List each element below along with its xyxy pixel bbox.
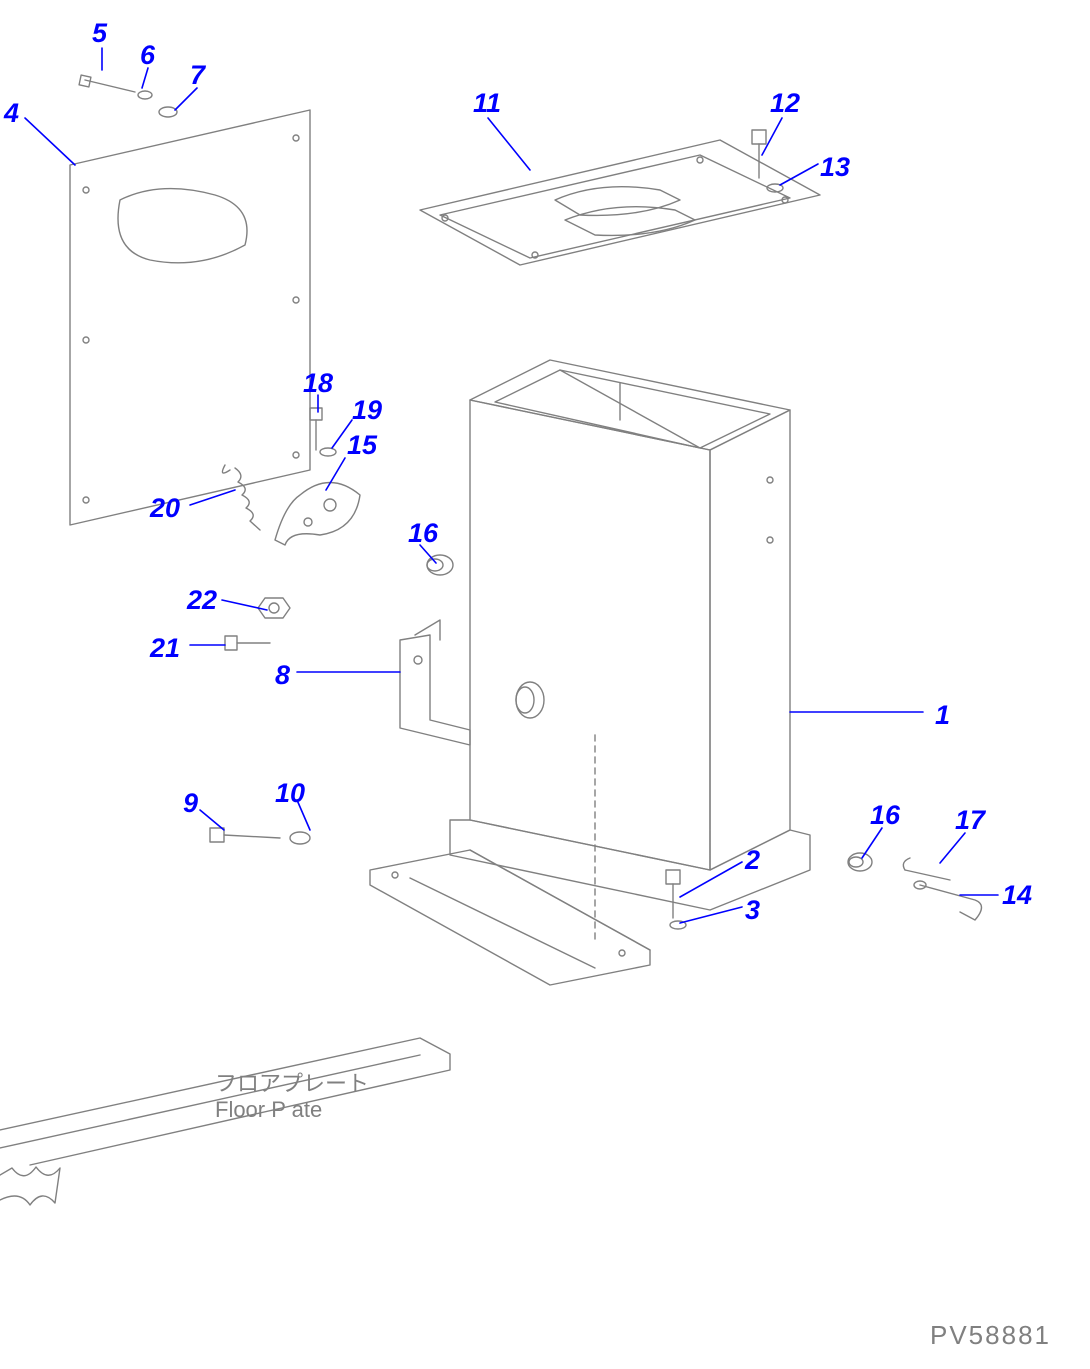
part-22-nut	[258, 598, 290, 618]
part-5-6-7-bolt	[79, 75, 177, 117]
callout-20: 20	[150, 493, 180, 524]
callout-12: 12	[770, 88, 800, 119]
callout-21: 21	[150, 633, 180, 664]
callout-19: 19	[352, 395, 382, 426]
part-18-19-bolt	[310, 408, 336, 456]
callout-8: 8	[275, 660, 290, 691]
callout-4: 4	[4, 98, 19, 129]
part-2-3-bolt	[666, 870, 686, 929]
callout-15: 15	[347, 430, 377, 461]
floor-plate-label-en: Floor P ate	[215, 1097, 369, 1123]
part-20-spring	[222, 465, 260, 530]
part-4-cover	[70, 110, 310, 525]
callout-7: 7	[190, 60, 205, 91]
part-15-cam	[275, 483, 360, 546]
callout-10: 10	[275, 778, 305, 809]
callout-16: 16	[408, 518, 438, 549]
part-1-box	[450, 360, 810, 910]
part-9-10-bolt	[210, 828, 310, 844]
callout-11: 11	[473, 88, 501, 119]
drawing-code: PV58881	[930, 1320, 1051, 1351]
callout-1: 1	[935, 700, 950, 731]
callout-9: 9	[183, 788, 198, 819]
part-14-lever	[914, 881, 982, 920]
callout-14: 14	[1002, 880, 1032, 911]
callout-2: 2	[745, 845, 760, 876]
part-16-grommet-right	[848, 853, 872, 871]
part-8-bracket	[400, 620, 470, 745]
base-plate	[370, 850, 650, 985]
floor-plate-label: フロアプレート Floor P ate	[215, 1071, 369, 1124]
callout-6: 6	[140, 40, 155, 71]
callout-13: 13	[820, 152, 850, 183]
parts-diagram	[0, 0, 1090, 1369]
part-17-pin	[903, 858, 950, 880]
part-21-bolt	[225, 636, 270, 650]
callout-16b: 16	[870, 800, 900, 831]
callout-3: 3	[745, 895, 760, 926]
callout-17: 17	[955, 805, 985, 836]
floor-plate-label-jp: フロアプレート	[215, 1071, 369, 1097]
callout-5: 5	[92, 18, 107, 49]
callout-22: 22	[187, 585, 217, 616]
part-11-top-plate	[420, 140, 820, 265]
callout-18: 18	[303, 368, 333, 399]
